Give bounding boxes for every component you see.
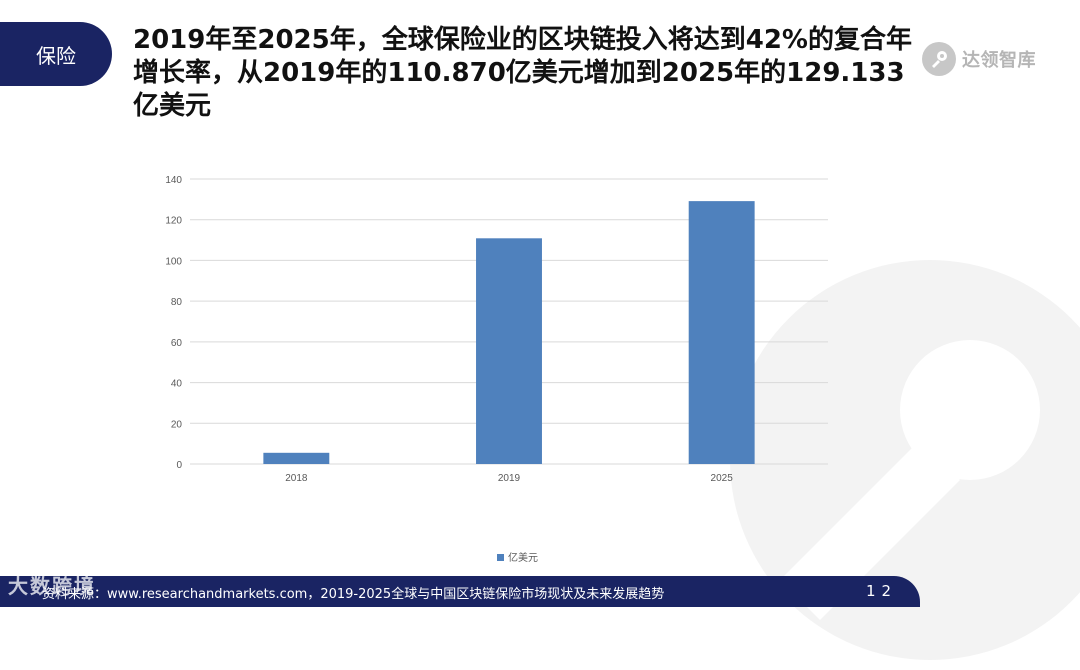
bar — [688, 201, 755, 464]
x-tick-label: 2018 — [285, 473, 308, 484]
y-tick-label: 140 — [165, 175, 182, 186]
section-tag: 保险 — [0, 22, 112, 86]
page-title: 2019年至2025年，全球保险业的区块链投入将达到42%的复合年增长率，从20… — [133, 25, 912, 121]
background-watermark-shape — [730, 260, 1080, 660]
x-tick-label: 2019 — [498, 473, 521, 484]
y-tick-label: 120 — [165, 216, 182, 227]
y-tick-label: 20 — [171, 419, 183, 430]
bar — [476, 238, 542, 464]
brand-name: 达领智库 — [962, 50, 1036, 71]
rocket-icon — [922, 42, 956, 76]
page-number: 12 — [866, 582, 898, 600]
source-note: 资料来源：www.researchandmarkets.com，2019-202… — [42, 587, 665, 602]
y-tick-label: 0 — [176, 460, 182, 471]
legend-label: 亿美元 — [508, 551, 538, 564]
watermark-text: 大数跨境 — [8, 574, 96, 598]
legend-swatch — [497, 554, 504, 561]
y-tick-label: 100 — [165, 256, 182, 267]
y-tick-label: 80 — [171, 297, 183, 308]
y-tick-label: 40 — [171, 379, 183, 390]
footer-bar: 资料来源：www.researchandmarkets.com，2019-202… — [0, 576, 920, 607]
brand-logo: 达领智库 — [922, 40, 1036, 78]
x-tick-label: 2025 — [711, 473, 734, 484]
bar — [263, 452, 330, 464]
bar-chart: 0 20 40 60 80 100 120 140 2018 2019 2025 亿美元 — [165, 175, 828, 564]
y-tick-label: 60 — [171, 338, 183, 349]
